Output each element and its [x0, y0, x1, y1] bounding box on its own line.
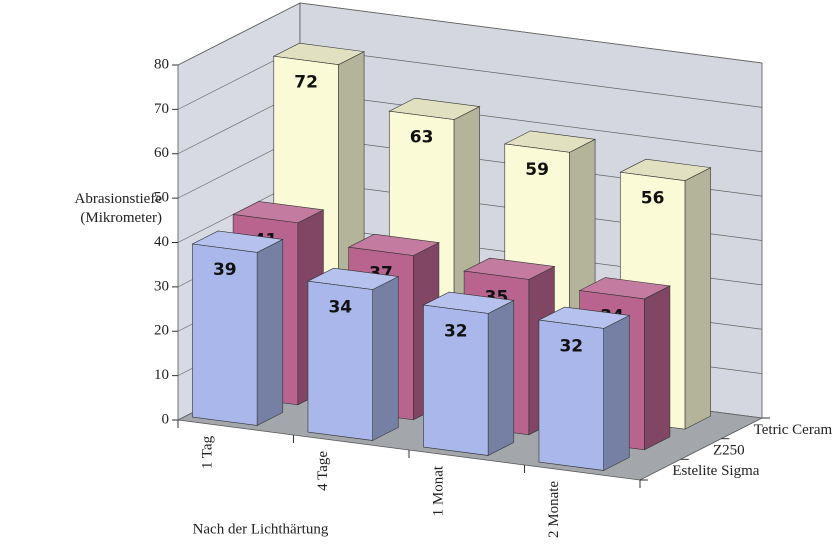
- bar-group: 34: [306, 267, 400, 441]
- value-label: 59: [525, 160, 549, 180]
- y-tick-label: 10: [154, 367, 169, 383]
- grid-line: [177, 2, 763, 66]
- y-tick-label: 30: [154, 278, 169, 294]
- bar: [423, 304, 489, 456]
- bar-group: 32: [422, 291, 515, 456]
- bar-group: 39: [191, 230, 284, 426]
- x-tick-label: 2 Monate: [546, 481, 562, 538]
- bar: [192, 243, 258, 426]
- bar: [307, 280, 373, 441]
- legend-label: Z250: [713, 442, 745, 458]
- bar-group: 32: [537, 306, 631, 471]
- x-tick-label: 4 Tage: [315, 451, 331, 491]
- y-tick-label: 70: [154, 101, 169, 117]
- value-label: 32: [559, 336, 583, 356]
- bar-side: [256, 238, 284, 426]
- x-tick-label: 1 Tag: [199, 435, 215, 469]
- y-tick-label: 40: [154, 234, 169, 250]
- value-label: 63: [410, 127, 434, 147]
- y-tick-label: 0: [162, 411, 170, 427]
- bar-side: [603, 314, 630, 471]
- y-tick-label: 20: [154, 323, 169, 339]
- legend-label: Tetric Ceram: [754, 422, 833, 438]
- value-label: 39: [213, 260, 237, 280]
- x-axis-label: Nach der Lichthärtung: [193, 521, 329, 537]
- y-tick-label: 80: [154, 56, 169, 72]
- bar-side: [372, 276, 399, 441]
- legend-label: Estelite Sigma: [672, 463, 759, 479]
- value-label: 32: [444, 321, 468, 341]
- y-tick-label: 50: [154, 190, 169, 206]
- y-axis-label: Abrasionstiefe (Mikrometer): [74, 191, 162, 226]
- bar-side: [684, 167, 711, 430]
- y-tick-label: 60: [154, 145, 169, 161]
- value-label: 72: [294, 72, 318, 92]
- bar: [538, 319, 604, 471]
- bar-side: [487, 299, 515, 456]
- value-label: 34: [328, 297, 352, 317]
- bar-side: [643, 285, 671, 451]
- x-tick-label: 1 Monat: [430, 465, 446, 516]
- value-label: 56: [641, 188, 665, 208]
